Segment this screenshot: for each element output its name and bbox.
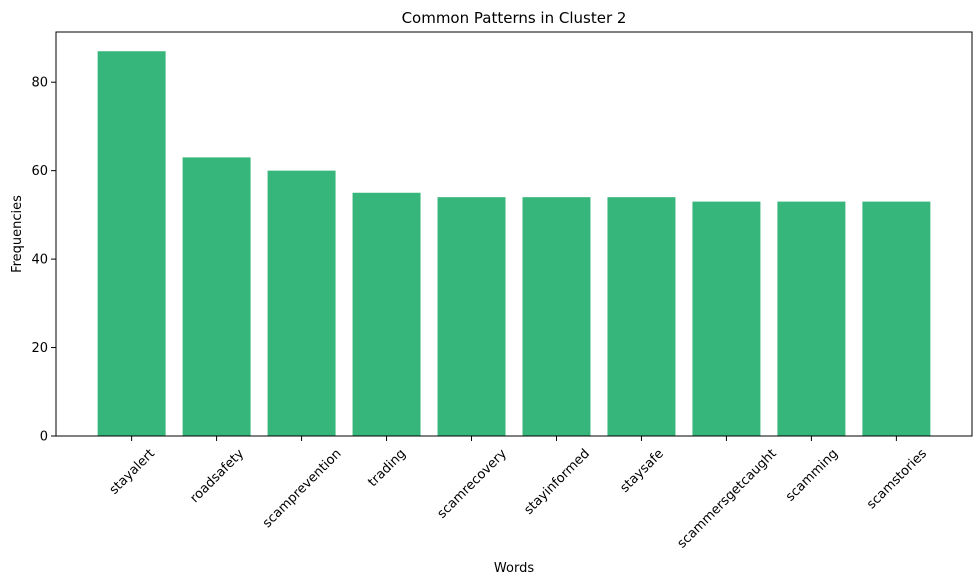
- y-tick-label: 20: [31, 341, 48, 356]
- bar: [267, 170, 336, 436]
- y-tick-label: 40: [31, 253, 48, 268]
- bar: [862, 201, 931, 436]
- bar: [607, 197, 676, 436]
- chart-title: Common Patterns in Cluster 2: [402, 9, 627, 27]
- bar: [777, 201, 846, 436]
- y-tick-label: 60: [31, 164, 48, 179]
- y-axis-label: Frequencies: [10, 195, 25, 273]
- bar: [522, 197, 591, 436]
- bar: [352, 192, 421, 436]
- bar: [692, 201, 761, 436]
- plot-frame: [55, 31, 973, 437]
- x-axis-label: Words: [494, 561, 534, 576]
- y-tick-label: 80: [31, 76, 48, 91]
- y-tick-label: 0: [40, 430, 48, 445]
- bar: [97, 51, 166, 436]
- bar: [182, 157, 251, 436]
- bar: [437, 197, 506, 436]
